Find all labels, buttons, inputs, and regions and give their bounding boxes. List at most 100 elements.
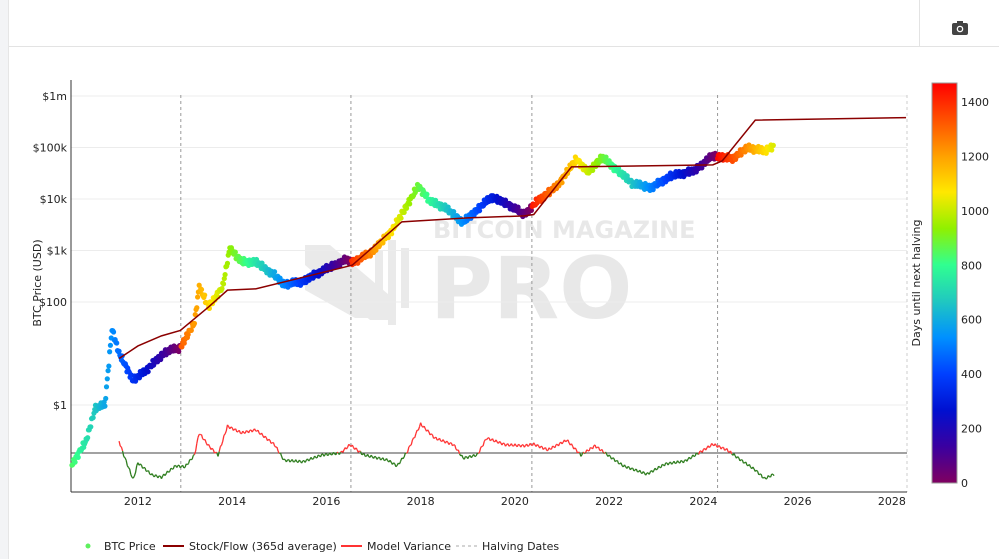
- model-variance-segment: [620, 462, 623, 466]
- model-variance-segment: [552, 445, 555, 448]
- model-variance-segment: [187, 459, 191, 464]
- model-variance-segment: [491, 438, 495, 442]
- model-variance-segment: [739, 459, 742, 462]
- model-variance-segment: [520, 444, 523, 448]
- model-variance-segment: [489, 439, 492, 442]
- model-variance-segment: [570, 443, 574, 447]
- model-variance-segment: [385, 458, 389, 462]
- model-variance-segment: [196, 437, 199, 444]
- model-variance-segment: [510, 443, 514, 447]
- model-variance-segment: [452, 444, 455, 447]
- colorbar-tick-label: 400: [961, 368, 982, 381]
- model-variance-segment: [248, 430, 251, 434]
- model-variance-segment: [176, 465, 179, 468]
- model-variance-segment: [132, 475, 135, 479]
- model-variance-segment: [455, 448, 458, 451]
- model-variance-segment: [724, 448, 727, 451]
- btc-price-point: [367, 253, 374, 259]
- model-variance-segment: [276, 446, 279, 452]
- model-variance-segment: [208, 444, 211, 448]
- model-variance-segment: [457, 449, 461, 454]
- model-variance-segment: [695, 452, 698, 455]
- model-variance-segment: [523, 445, 527, 448]
- model-variance-segment: [508, 444, 511, 447]
- x-tick-label: 2016: [312, 495, 340, 508]
- btc-price-point: [75, 454, 81, 460]
- model-variance-segment: [752, 466, 755, 470]
- legend-item-stock-flow-365d-average-[interactable]: Stock/Flow (365d average): [163, 540, 337, 553]
- model-variance-segment: [577, 451, 579, 454]
- model-variance-segment: [251, 429, 254, 433]
- model-variance-segment: [120, 446, 124, 452]
- model-variance-segment: [467, 456, 470, 459]
- model-variance-segment: [127, 467, 131, 470]
- model-variance-segment: [211, 447, 214, 451]
- model-variance-segment: [481, 445, 484, 448]
- model-variance-segment: [270, 442, 273, 444]
- colorbar: [931, 82, 958, 484]
- legend-item-btc-price[interactable]: BTC Price: [85, 540, 156, 553]
- model-variance-segment: [565, 440, 568, 443]
- model-variance-segment: [204, 439, 207, 444]
- x-tick-label: 2028: [878, 495, 906, 508]
- model-variance-segment: [415, 429, 418, 434]
- watermark-line2: PRO: [430, 239, 632, 339]
- btc-price-point: [103, 384, 110, 390]
- model-variance-segment: [283, 458, 286, 461]
- model-variance-segment: [733, 453, 736, 457]
- model-variance-segment: [408, 445, 411, 448]
- model-variance-segment: [295, 459, 298, 463]
- btc-price-point: [104, 376, 110, 382]
- model-variance-segment: [420, 422, 423, 427]
- model-variance-segment: [230, 426, 233, 429]
- model-variance-segment: [698, 450, 701, 455]
- btc-price-point: [114, 340, 120, 346]
- model-variance-segment: [417, 426, 421, 431]
- model-variance-segment: [123, 456, 126, 459]
- legend-item-halving-dates[interactable]: Halving Dates: [456, 540, 559, 553]
- model-variance-segment: [301, 460, 304, 464]
- model-variance-segment: [218, 446, 222, 452]
- model-variance-segment: [482, 441, 485, 447]
- model-variance-segment: [139, 463, 142, 466]
- left-panel-edge: [0, 0, 9, 559]
- btc-price-point: [380, 240, 386, 246]
- model-variance-segment: [483, 439, 487, 442]
- camera-icon[interactable]: [951, 20, 969, 36]
- model-variance-segment: [168, 470, 171, 473]
- model-variance-segment: [186, 463, 190, 466]
- btc-price-point: [232, 249, 238, 255]
- model-variance-segment: [166, 470, 170, 473]
- btc-price-point: [528, 207, 535, 214]
- legend-item-model-variance[interactable]: Model Variance: [341, 540, 451, 553]
- btc-price-point: [110, 329, 117, 335]
- model-variance-segment: [195, 443, 198, 452]
- model-variance-segment: [121, 450, 125, 457]
- model-variance-segment: [477, 451, 481, 454]
- model-variance-segment: [438, 437, 442, 442]
- model-variance-segment: [125, 459, 128, 466]
- y-tick-label: $100: [39, 296, 67, 309]
- model-variance-segment: [772, 473, 775, 477]
- btc-price-point: [72, 459, 78, 465]
- model-variance-segment: [376, 457, 379, 460]
- model-variance-segment: [160, 475, 164, 479]
- model-variance-segment: [226, 424, 230, 427]
- model-variance-segment: [185, 463, 188, 466]
- btc-price-point: [259, 260, 265, 266]
- y-tick-label: $1m: [42, 90, 67, 103]
- btc-price-point: [271, 269, 278, 275]
- model-variance-segment: [329, 452, 332, 456]
- model-variance-segment: [172, 465, 176, 470]
- model-variance-segment: [232, 428, 236, 431]
- model-variance-segment: [238, 430, 242, 434]
- watermark-line1: BITCOIN MAGAZINE: [433, 216, 696, 244]
- model-variance-segment: [440, 440, 443, 443]
- model-variance-segment: [548, 447, 551, 450]
- model-variance-segment: [314, 455, 317, 458]
- model-variance-segment: [448, 442, 451, 445]
- model-variance-segment: [411, 437, 415, 441]
- model-variance-segment: [253, 428, 257, 432]
- model-variance-segment: [282, 458, 285, 461]
